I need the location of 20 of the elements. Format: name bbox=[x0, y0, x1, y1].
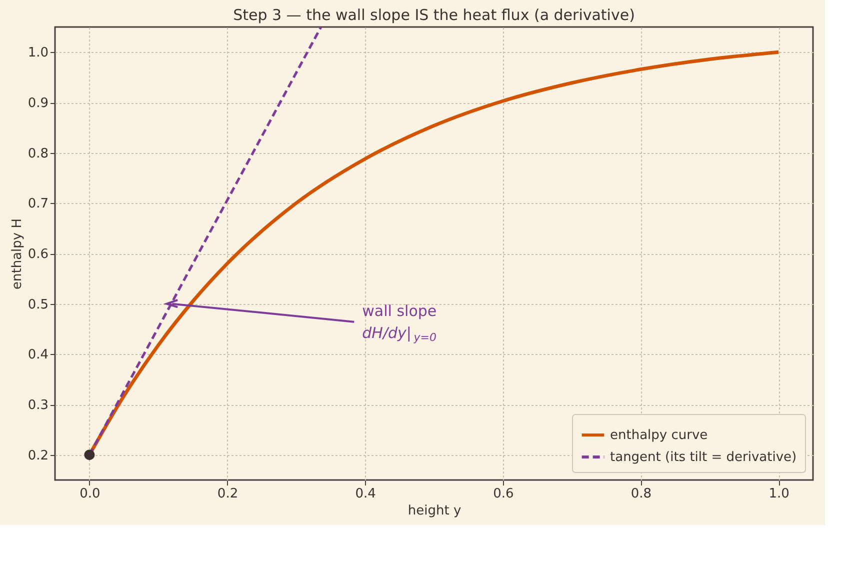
y-tick-label: 0.3 bbox=[28, 398, 48, 413]
x-tick-label: 0.2 bbox=[217, 486, 238, 502]
y-tick-label: 0.8 bbox=[28, 146, 48, 162]
x-axis-title: height y bbox=[408, 504, 462, 518]
x-tick-label: 0.8 bbox=[630, 486, 652, 502]
y-tick-label: 0.6 bbox=[28, 247, 48, 262]
y-tick-label: 0.9 bbox=[28, 96, 48, 111]
legend-label: tangent (its tilt = derivative) bbox=[610, 450, 797, 465]
y-axis-title: enthalpy H bbox=[10, 218, 25, 290]
x-tick-label: 1.0 bbox=[768, 486, 790, 502]
x-tick-label: 0.0 bbox=[80, 486, 100, 502]
y-tick-label: 1.0 bbox=[28, 46, 48, 61]
x-tick-label: 0.4 bbox=[355, 486, 376, 502]
x-tick-label: 0.6 bbox=[493, 486, 514, 502]
y-tick-label: 0.4 bbox=[28, 348, 48, 363]
legend-label: enthalpy curve bbox=[610, 428, 708, 443]
y-tick-label: 0.5 bbox=[28, 297, 48, 312]
chart-title: Step 3 — the wall slope IS the heat flux (a derivative) bbox=[233, 6, 635, 24]
y-tick-label: 0.7 bbox=[28, 196, 48, 212]
y-tick-label: 0.2 bbox=[28, 448, 48, 464]
